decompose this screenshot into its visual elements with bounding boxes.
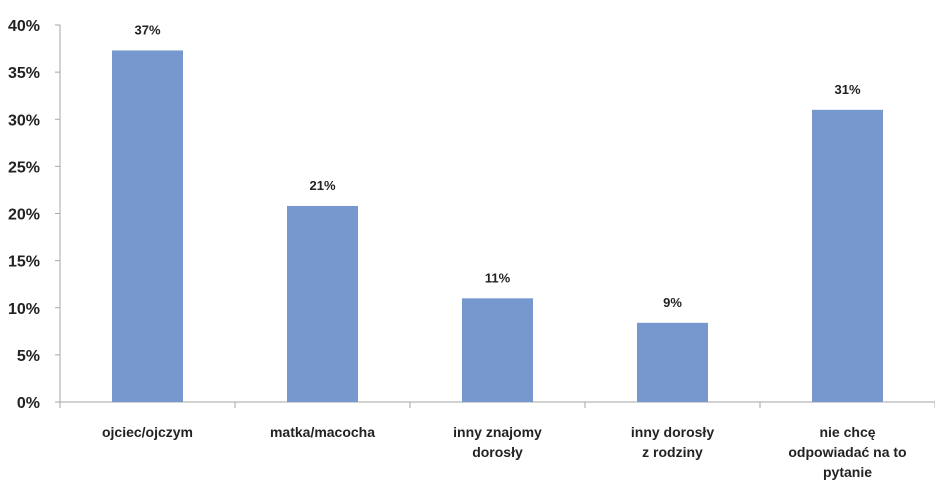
y-tick-label: 30%	[8, 112, 40, 129]
category-label: pytanie	[823, 464, 872, 480]
category-label: ojciec/ojczym	[102, 424, 193, 440]
y-tick-label: 25%	[8, 159, 40, 176]
bar	[812, 109, 883, 402]
data-label: 37%	[134, 22, 160, 37]
data-label: 11%	[485, 270, 511, 285]
bar	[462, 298, 533, 402]
y-tick-label: 10%	[8, 301, 40, 318]
data-label: 9%	[663, 295, 682, 310]
bar	[287, 205, 358, 402]
y-tick-label: 5%	[17, 348, 40, 365]
bar	[112, 50, 183, 402]
category-label: odpowiadać na to	[788, 444, 906, 460]
category-label: inny dorosły	[631, 424, 714, 440]
category-label: matka/macocha	[270, 424, 375, 440]
y-tick-label: 20%	[8, 207, 40, 224]
bar	[637, 322, 708, 402]
data-label: 31%	[834, 82, 860, 97]
category-label: inny znajomy	[453, 424, 542, 440]
data-label: 21%	[309, 178, 335, 193]
y-tick-label: 40%	[8, 18, 40, 35]
category-label: dorosły	[472, 444, 523, 460]
category-label: nie chcę	[819, 424, 875, 440]
y-tick-label: 15%	[8, 254, 40, 271]
category-label: z rodziny	[642, 444, 703, 460]
y-tick-label: 0%	[17, 395, 40, 412]
y-tick-label: 35%	[8, 65, 40, 82]
